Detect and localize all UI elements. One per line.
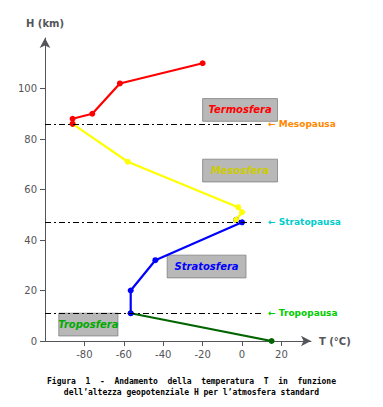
svg-text:Figura 1 - Andamento della: Figura 1 - Andamento della temperatura T… (47, 376, 336, 386)
svg-text:80: 80 (24, 134, 37, 145)
svg-text:Mesosfera: Mesosfera (211, 165, 270, 176)
svg-text:dell’altezza geopotenziale H p: dell’altezza geopotenziale H per l’atmos… (64, 387, 319, 397)
svg-text:← Stratopausa: ← Stratopausa (268, 217, 341, 227)
svg-text:40: 40 (24, 235, 37, 246)
svg-text:20: 20 (24, 285, 37, 296)
svg-text:← Tropopausa: ← Tropopausa (268, 308, 337, 318)
svg-text:H (km): H (km) (26, 18, 64, 29)
svg-text:Troposfera: Troposfera (58, 319, 119, 330)
svg-text:20: 20 (275, 349, 288, 360)
svg-text:-60: -60 (116, 349, 132, 360)
svg-text:Termosfera: Termosfera (208, 104, 272, 115)
svg-text:0: 0 (31, 336, 37, 347)
svg-text:-80: -80 (76, 349, 92, 360)
svg-text:Stratosfera: Stratosfera (175, 261, 239, 272)
svg-text:60: 60 (24, 184, 37, 195)
svg-text:-40: -40 (155, 349, 171, 360)
svg-text:T (°C): T (°C) (319, 336, 351, 347)
svg-text:100: 100 (18, 83, 37, 94)
svg-text:0: 0 (239, 349, 245, 360)
svg-text:← Mesopausa: ← Mesopausa (268, 119, 336, 129)
svg-text:-20: -20 (194, 349, 210, 360)
